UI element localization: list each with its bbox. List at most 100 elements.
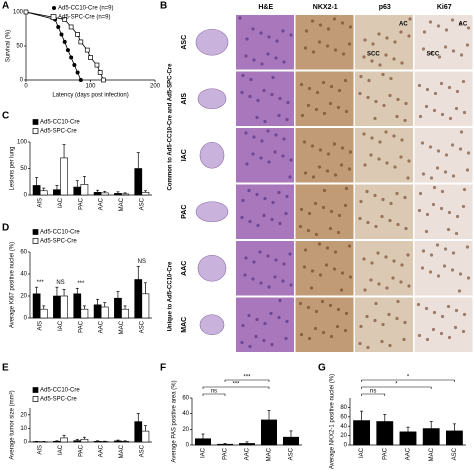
nucleus <box>238 16 242 20</box>
x-tick-label: AIS <box>38 321 44 331</box>
nucleus <box>303 248 308 252</box>
nucleus <box>439 331 444 336</box>
bar <box>422 428 440 446</box>
nucleus <box>363 38 367 42</box>
inset-label: SCC <box>367 52 380 58</box>
bar <box>121 193 129 196</box>
y-tick-label: 20 <box>20 412 27 418</box>
nucleus <box>266 129 270 133</box>
legend-label: Ad5-SPC-Cre <box>40 239 77 245</box>
point <box>88 55 93 60</box>
x-tick-label: AAC <box>99 444 105 457</box>
nucleus <box>447 85 452 90</box>
column-header: p63 <box>379 4 391 11</box>
nucleus <box>267 35 271 39</box>
nucleus <box>343 328 348 333</box>
y-tick-label: 40 <box>20 272 27 278</box>
x-tick-label: AAC <box>99 197 105 210</box>
micrograph <box>414 71 473 126</box>
nucleus <box>267 285 271 289</box>
nucleus <box>262 213 266 218</box>
nucleus <box>359 74 363 79</box>
nucleus <box>396 299 400 304</box>
nucleus <box>259 31 263 35</box>
nucleus <box>466 26 471 30</box>
nucleus <box>400 138 404 142</box>
nucleus <box>311 50 316 54</box>
nucleus <box>314 107 319 112</box>
nucleus <box>337 88 342 93</box>
bar <box>134 421 143 443</box>
nucleus <box>417 83 422 88</box>
nucleus <box>329 209 334 214</box>
nucleus <box>251 277 255 281</box>
nucleus <box>263 196 267 201</box>
thumbnail <box>195 201 229 223</box>
nucleus <box>370 59 374 63</box>
nucleus <box>369 153 373 157</box>
micrograph <box>414 297 473 352</box>
nucleus <box>436 24 441 28</box>
point <box>72 63 77 68</box>
nucleus <box>366 220 370 225</box>
nucleus <box>339 288 344 292</box>
nucleus <box>344 311 349 316</box>
nucleus <box>374 99 378 104</box>
bar <box>39 190 48 196</box>
point <box>84 47 90 53</box>
panel-label: C <box>2 111 9 122</box>
y-tick-label: 100 <box>13 10 24 16</box>
nucleus <box>365 314 369 319</box>
x-tick-label: MAC <box>429 447 435 461</box>
nucleus <box>373 116 377 121</box>
nucleus <box>391 276 395 280</box>
nucleus <box>453 325 458 330</box>
nucleus <box>333 48 338 52</box>
nucleus <box>466 276 471 280</box>
nucleus <box>462 110 467 115</box>
nucleus <box>450 18 455 22</box>
y-tick-label: 60 <box>182 396 189 402</box>
nucleus <box>289 33 293 37</box>
significance: NS <box>56 280 64 286</box>
bar <box>114 297 122 319</box>
nucleus <box>429 253 434 257</box>
nucleus <box>241 73 245 78</box>
nucleus <box>440 112 445 117</box>
nucleus <box>256 98 260 103</box>
nucleus <box>461 79 466 84</box>
x-tick-label: AIS <box>38 198 44 208</box>
nucleus <box>321 205 326 210</box>
nucleus <box>320 299 325 304</box>
nucleus <box>439 81 444 86</box>
nucleus <box>421 47 426 51</box>
nucleus <box>425 337 430 342</box>
micrograph <box>355 241 413 296</box>
x-tick-label: PAC <box>382 447 388 460</box>
nucleus <box>417 333 422 338</box>
nucleus <box>431 202 436 207</box>
nucleus <box>382 103 386 108</box>
nucleus <box>404 101 408 106</box>
nucleus <box>299 82 304 87</box>
nucleus <box>387 312 391 317</box>
nucleus <box>329 84 334 89</box>
thumbnail <box>199 141 225 169</box>
nucleus <box>248 94 252 99</box>
nucleus <box>281 29 285 33</box>
nucleus <box>365 189 369 194</box>
nucleus <box>465 245 470 249</box>
nucleus <box>420 141 425 145</box>
nucleus <box>325 44 330 48</box>
micrograph <box>236 15 294 70</box>
nucleus <box>439 206 444 211</box>
nucleus <box>324 263 329 267</box>
nucleus <box>371 42 375 46</box>
nucleus <box>273 150 277 154</box>
nucleus <box>359 199 363 204</box>
legend-label: Ad5-CC10-Cre <box>40 388 80 394</box>
nucleus <box>421 172 426 176</box>
thumbnail <box>197 254 227 282</box>
significance: *** <box>232 382 240 388</box>
